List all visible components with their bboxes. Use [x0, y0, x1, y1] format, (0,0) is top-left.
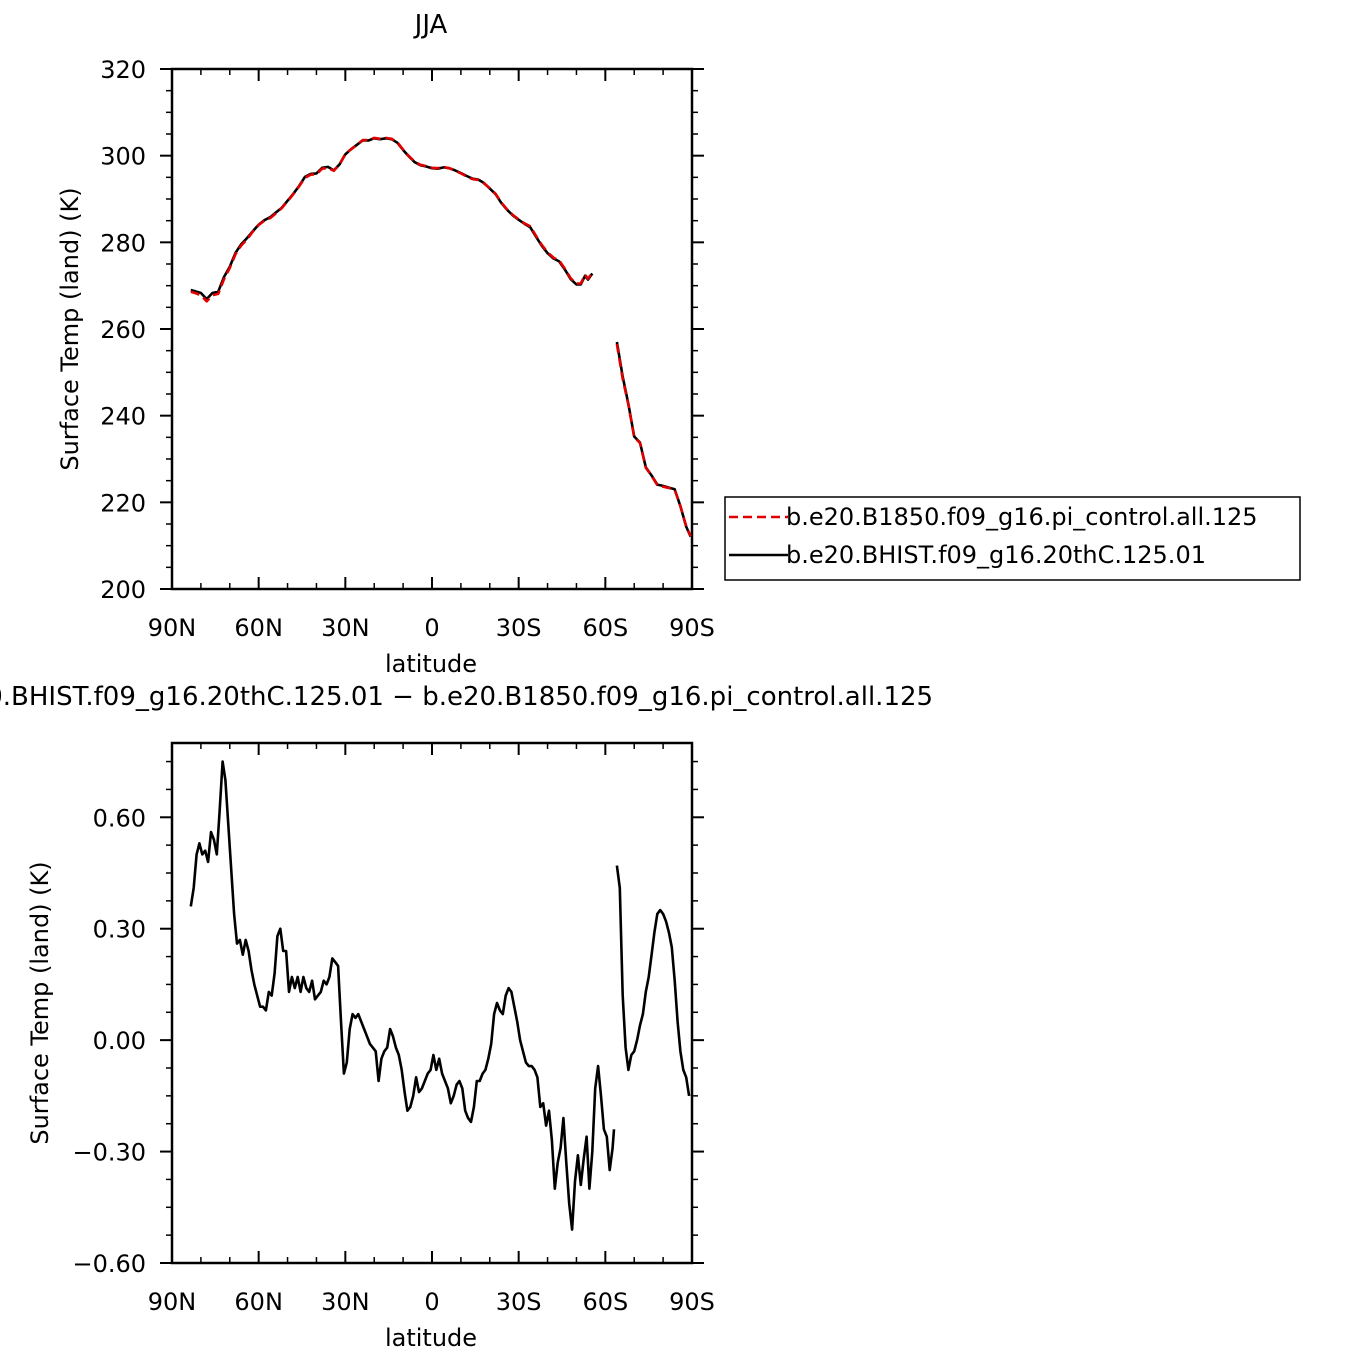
top-y-tick-label: 200 [100, 576, 146, 604]
bottom-chart-title: b.e20.BHIST.f09_g16.20thC.125.01 − b.e20… [0, 682, 933, 712]
top-plot-area: 90N 60N 30N 0 30S 60S 90S 200 220 240 260 280 300 320 [100, 56, 715, 642]
top-y-tick-label: 320 [100, 56, 146, 84]
top-chart-title: JJA [413, 10, 448, 40]
bottom-y-tick-label: 0.30 [93, 916, 146, 944]
bottom-x-tick-label: 90S [669, 1288, 715, 1316]
top-x-tick-label: 90N [148, 614, 197, 642]
top-x-tick-label: 30S [496, 614, 542, 642]
bottom-y-tick-label: −0.60 [72, 1250, 146, 1278]
bottom-x-tick-label: 90N [148, 1288, 197, 1316]
bottom-y-axis-label: Surface Temp (land) (K) [26, 861, 54, 1144]
top-y-tick-label: 280 [100, 229, 146, 257]
bottom-y-tick-label: 0.00 [93, 1027, 146, 1055]
top-series-line-pi-control [615, 343, 692, 537]
bottom-y-tick-label: −0.30 [72, 1139, 146, 1167]
top-y-tick-label: 300 [100, 143, 146, 171]
top-chart-panel: JJA 90N 60N 30N 0 30S 60S 90S 200 220 240 260 280 30… [56, 10, 715, 678]
top-y-tick-label: 260 [100, 316, 146, 344]
top-x-tick-label: 60N [234, 614, 283, 642]
top-y-axis-label: Surface Temp (land) (K) [56, 187, 84, 470]
bottom-series-line-difference [615, 865, 691, 1097]
bottom-plot-frame [170, 741, 694, 1265]
top-series-line-hist [190, 137, 594, 301]
legend-entry-pi-control: b.e20.B1850.f09_g16.pi_control.all.125 [786, 503, 1258, 531]
top-x-tick-label: 60S [582, 614, 628, 642]
bottom-x-tick-label: 60S [582, 1288, 628, 1316]
top-x-tick-label: 90S [669, 614, 715, 642]
bottom-x-tick-label: 30S [496, 1288, 542, 1316]
bottom-series-line-difference [189, 760, 616, 1231]
top-y-tick-label: 240 [100, 403, 146, 431]
bottom-x-axis-label: latitude [385, 1324, 477, 1352]
top-x-tick-label: 30N [321, 614, 370, 642]
bottom-x-tick-label: 60N [234, 1288, 283, 1316]
bottom-chart-panel: b.e20.BHIST.f09_g16.20thC.125.01 − b.e20… [0, 682, 933, 1352]
top-plot-frame [170, 67, 694, 591]
top-chart-legend: b.e20.B1850.f09_g16.pi_control.all.125 b… [724, 496, 1301, 581]
bottom-x-tick-label: 0 [424, 1288, 439, 1316]
bottom-plot-area: 90N 60N 30N 0 30S 60S 90S −0.60 −0.30 0.00 0.30 0.6… [72, 741, 715, 1316]
top-x-tick-label: 0 [424, 614, 439, 642]
top-y-tick-label: 220 [100, 489, 146, 517]
legend-entry-hist: b.e20.BHIST.f09_g16.20thC.125.01 [786, 541, 1206, 569]
top-x-axis-label: latitude [385, 650, 477, 678]
bottom-x-tick-label: 30N [321, 1288, 370, 1316]
bottom-y-tick-label: 0.60 [93, 804, 146, 832]
top-series-line-pi-control [190, 136, 594, 303]
